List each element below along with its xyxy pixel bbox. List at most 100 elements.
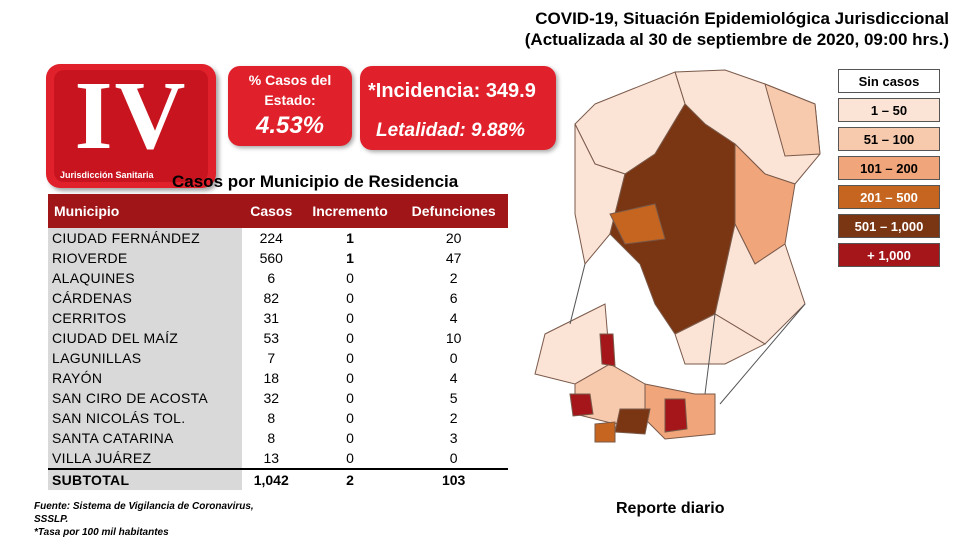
table-row: SANTA CATARINA 8 0 3: [48, 428, 508, 448]
map-region-fernandez: [609, 203, 666, 245]
header-casos: Casos: [241, 194, 301, 228]
cell-incremento: 0: [346, 450, 354, 466]
lethality-value: Letalidad: 9.88%: [376, 120, 525, 141]
cell-incremento: 0: [346, 390, 354, 406]
table-row: CÁRDENAS 82 0 6: [48, 288, 508, 308]
cell-defunciones: 2: [449, 410, 458, 426]
cell-defunciones: 0: [449, 450, 458, 466]
jurisdiction-map: [534, 69, 821, 443]
cell-defunciones: 5: [449, 390, 458, 406]
source-line-1: Fuente: Sistema de Vigilancia de Coronav…: [34, 501, 254, 512]
cell-defunciones: 4: [449, 370, 458, 386]
cell-incremento: 0: [346, 290, 354, 306]
map-huasteca-ochre: [594, 421, 616, 443]
cell-municipio: RIOVERDE: [48, 248, 242, 268]
table-row: LAGUNILLAS 7 0 0: [48, 348, 508, 368]
map-huasteca-red-3: [664, 398, 688, 433]
logo-subtitle: Jurisdicción Sanitaria: [60, 170, 154, 180]
cell-subtotal-label: SUBTOTAL: [48, 468, 242, 490]
map-region-south: [674, 313, 767, 365]
map-legend: Sin casos 1 – 50 51 – 100 101 – 200 201 – 50…: [838, 69, 940, 272]
incidence-value: *Incidencia: 349.9: [368, 80, 536, 102]
map-huasteca-red-1: [569, 393, 594, 417]
legend-item: 1 – 50: [838, 98, 940, 122]
table-row: VILLA JUÁREZ 13 0 0: [48, 448, 508, 469]
source-note: Fuente: Sistema de Vigilancia de Coronav…: [34, 500, 254, 539]
title-line-2: (Actualizada al 30 de septiembre de 2020…: [524, 30, 949, 49]
cell-casos: 31: [263, 310, 280, 326]
cell-defunciones: 3: [449, 430, 458, 446]
legend-item: Sin casos: [838, 69, 940, 93]
cell-incremento: 1: [346, 230, 354, 246]
cell-municipio: CÁRDENAS: [48, 288, 242, 308]
logo-inner: [54, 70, 208, 182]
cell-casos: 224: [259, 230, 283, 246]
cell-incremento: 0: [346, 430, 354, 446]
cases-table: Municipio Casos Incremento Defunciones C…: [48, 194, 508, 490]
cell-casos: 53: [263, 330, 280, 346]
legend-item: 101 – 200: [838, 156, 940, 180]
table-row: SAN CIRO DE ACOSTA 32 0 5: [48, 388, 508, 408]
cell-casos: 32: [263, 390, 280, 406]
cell-municipio: SAN CIRO DE ACOSTA: [48, 388, 242, 408]
legend-item: 51 – 100: [838, 127, 940, 151]
cell-casos: 18: [263, 370, 280, 386]
header-municipio: Municipio: [48, 194, 242, 228]
cell-municipio: SANTA CATARINA: [48, 428, 242, 448]
table-row: CERRITOS 31 0 4: [48, 308, 508, 328]
logo-roman-numeral: IV: [74, 64, 188, 170]
legend-item: + 1,000: [838, 243, 940, 267]
title-line-1: COVID-19, Situación Epidemiológica Juris…: [535, 9, 949, 28]
cell-defunciones: 6: [449, 290, 458, 306]
jurisdiction-logo: IV Jurisdicción Sanitaria: [46, 64, 216, 188]
legend-item: 201 – 500: [838, 185, 940, 209]
cell-casos: 8: [267, 410, 276, 426]
state-percent-card: % Casos del Estado: 4.53%: [228, 66, 352, 146]
table-row: RAYÓN 18 0 4: [48, 368, 508, 388]
cell-casos: 8: [267, 430, 276, 446]
cell-casos: 7: [267, 350, 276, 366]
state-percent-value: 4.53%: [255, 112, 325, 139]
table-row: SAN NICOLÁS TOL. 8 0 2: [48, 408, 508, 428]
cell-casos: 560: [259, 250, 283, 266]
incidence-card: *Incidencia: 349.9 Letalidad: 9.88%: [360, 66, 556, 150]
cell-casos: 6: [267, 270, 276, 286]
cell-subtotal-defunciones: 103: [399, 468, 508, 490]
table-row: CIUDAD DEL MAÍZ 53 0 10: [48, 328, 508, 348]
subtotal-row: SUBTOTAL 1,042 2 103: [48, 468, 508, 490]
cell-casos: 82: [263, 290, 280, 306]
cell-defunciones: 10: [445, 330, 462, 346]
map-connector-1: [569, 263, 586, 325]
cell-municipio: VILLA JUÁREZ: [48, 448, 242, 469]
table-row: CIUDAD FERNÁNDEZ 224 1 20: [48, 228, 508, 248]
cell-subtotal-incremento: 2: [300, 468, 400, 490]
cell-municipio: CIUDAD DEL MAÍZ: [48, 328, 242, 348]
cell-incremento: 0: [346, 310, 354, 326]
source-line-2: SSSLP.: [34, 514, 69, 525]
map-connector-3: [719, 303, 806, 405]
header-defunciones: Defunciones: [399, 194, 508, 228]
cell-municipio: ALAQUINES: [48, 268, 242, 288]
table-title: Casos por Municipio de Residencia: [172, 172, 459, 191]
cell-defunciones: 0: [449, 350, 458, 366]
table-row: ALAQUINES 6 0 2: [48, 268, 508, 288]
cell-defunciones: 47: [445, 250, 462, 266]
cell-municipio: CIUDAD FERNÁNDEZ: [48, 228, 242, 248]
cell-subtotal-casos: 1,042: [241, 468, 301, 490]
cell-incremento: 0: [346, 370, 354, 386]
cell-defunciones: 4: [449, 310, 458, 326]
page-title: COVID-19, Situación Epidemiológica Juris…: [525, 8, 949, 50]
cell-incremento: 1: [346, 250, 354, 266]
cell-defunciones: 2: [449, 270, 458, 286]
map-connector-2: [704, 313, 716, 395]
legend-item: 501 – 1,000: [838, 214, 940, 238]
cell-casos: 13: [263, 450, 280, 466]
cell-municipio: LAGUNILLAS: [48, 348, 242, 368]
map-huasteca-brown: [614, 408, 651, 435]
table-header-row: Municipio Casos Incremento Defunciones: [48, 194, 508, 228]
cell-municipio: CERRITOS: [48, 308, 242, 328]
table-row: RIOVERDE 560 1 47: [48, 248, 508, 268]
cell-defunciones: 20: [445, 230, 462, 246]
daily-report-label: Reporte diario: [616, 500, 725, 517]
map-region-northeast: [764, 83, 821, 157]
